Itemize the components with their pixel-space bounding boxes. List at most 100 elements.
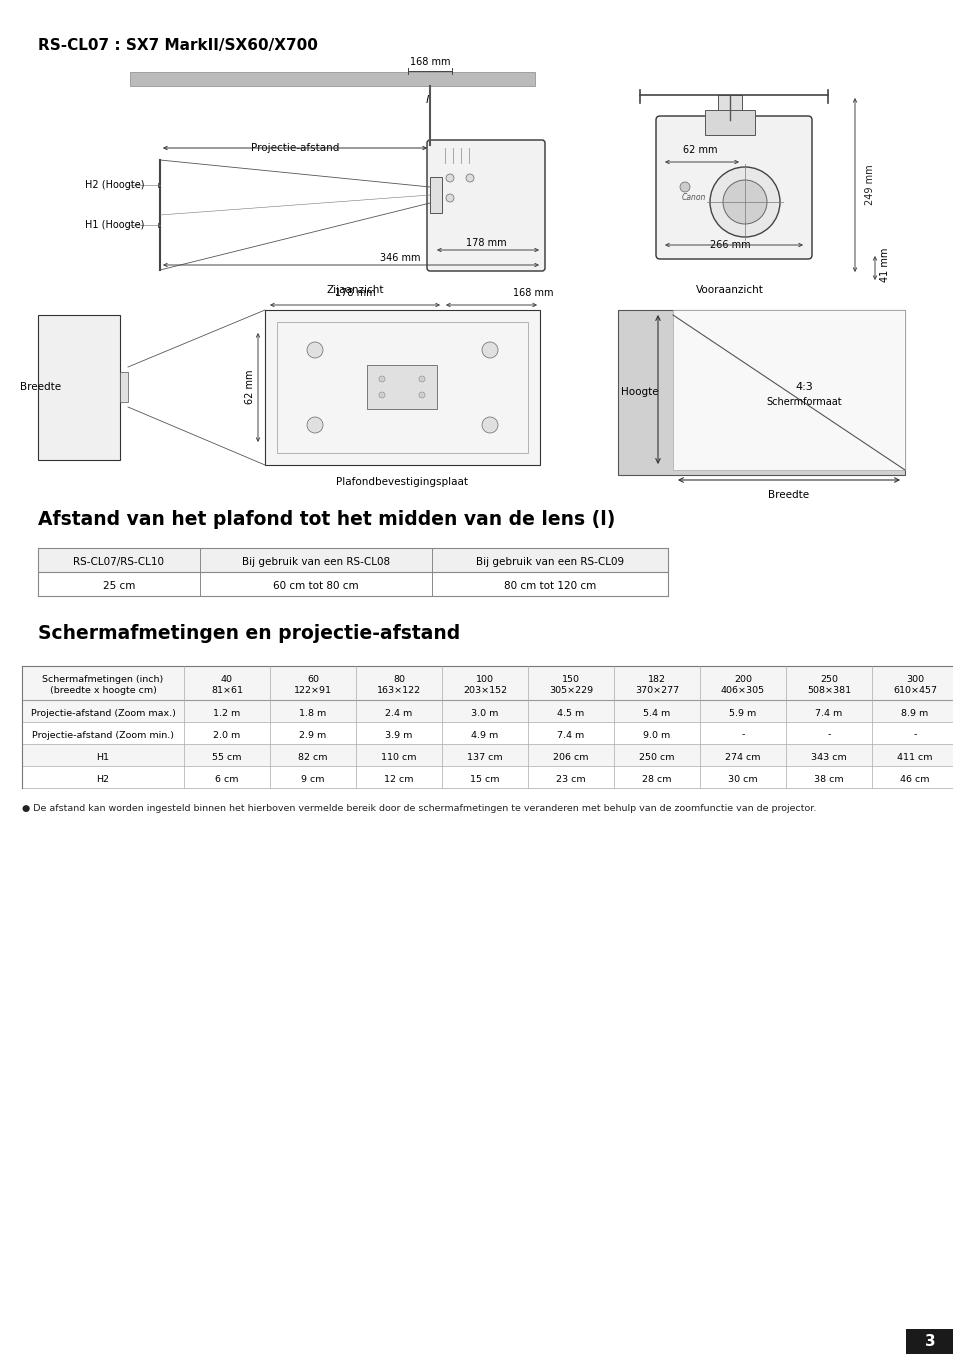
Text: 80: 80: [393, 676, 405, 684]
Text: 40: 40: [221, 676, 233, 684]
Text: 508×381: 508×381: [806, 686, 850, 695]
Text: 60 cm tot 80 cm: 60 cm tot 80 cm: [273, 581, 358, 590]
Text: Schermformaat: Schermformaat: [765, 397, 841, 408]
Bar: [38, 571, 667, 596]
Text: 300: 300: [905, 676, 923, 684]
Text: 178 mm: 178 mm: [465, 238, 506, 248]
Text: 3.9 m: 3.9 m: [385, 731, 413, 739]
Bar: [367, 366, 436, 409]
Text: 41 mm: 41 mm: [879, 248, 889, 282]
Text: 122×91: 122×91: [294, 686, 332, 695]
Bar: [38, 548, 667, 571]
Text: -: -: [912, 731, 916, 739]
Text: 55 cm: 55 cm: [212, 753, 241, 761]
Bar: [22, 743, 953, 766]
Text: 15 cm: 15 cm: [470, 774, 499, 784]
Text: Projectie-afstand: Projectie-afstand: [251, 144, 339, 153]
Bar: [22, 766, 953, 788]
Bar: [704, 110, 754, 135]
Text: 274 cm: 274 cm: [724, 753, 760, 761]
FancyBboxPatch shape: [427, 139, 544, 271]
Text: Schermafmetingen en projectie-afstand: Schermafmetingen en projectie-afstand: [38, 624, 459, 643]
Text: 200: 200: [733, 676, 751, 684]
Text: 8.9 m: 8.9 m: [901, 708, 927, 718]
Text: l: l: [425, 95, 428, 106]
Text: Afstand van het plafond tot het midden van de lens (l): Afstand van het plafond tot het midden v…: [38, 510, 615, 529]
Text: 6 cm: 6 cm: [215, 774, 238, 784]
Text: 1.8 m: 1.8 m: [299, 708, 326, 718]
Text: 62 mm: 62 mm: [682, 145, 717, 154]
Text: 25 cm: 25 cm: [103, 581, 135, 590]
Bar: [22, 722, 953, 743]
Text: 7.4 m: 7.4 m: [815, 708, 841, 718]
Text: 406×305: 406×305: [720, 686, 764, 695]
Bar: [276, 322, 527, 454]
Text: Zijaanzicht: Zijaanzicht: [326, 284, 383, 295]
Text: 5.9 m: 5.9 m: [729, 708, 756, 718]
Circle shape: [481, 417, 497, 433]
Text: Projectie-afstand (Zoom min.): Projectie-afstand (Zoom min.): [32, 731, 173, 739]
Circle shape: [418, 376, 424, 382]
Circle shape: [378, 376, 385, 382]
Text: -: -: [826, 731, 830, 739]
Bar: [672, 310, 904, 470]
Text: 203×152: 203×152: [462, 686, 507, 695]
Text: RS-CL07 : SX7 MarkII/SX60/X700: RS-CL07 : SX7 MarkII/SX60/X700: [38, 38, 317, 53]
Text: 9 cm: 9 cm: [301, 774, 324, 784]
Text: 150: 150: [561, 676, 579, 684]
Text: 4:3: 4:3: [794, 382, 812, 393]
Text: 38 cm: 38 cm: [813, 774, 842, 784]
Circle shape: [481, 343, 497, 357]
Circle shape: [465, 175, 474, 181]
Bar: [38, 315, 120, 460]
Circle shape: [709, 167, 780, 237]
Text: 80 cm tot 120 cm: 80 cm tot 120 cm: [503, 581, 596, 590]
Text: -: -: [740, 731, 744, 739]
Text: 1.2 m: 1.2 m: [213, 708, 240, 718]
Text: 62 mm: 62 mm: [245, 370, 254, 405]
Text: 2.4 m: 2.4 m: [385, 708, 413, 718]
Text: 305×229: 305×229: [548, 686, 593, 695]
Text: 2.0 m: 2.0 m: [213, 731, 240, 739]
Bar: [718, 95, 741, 118]
Text: H1 (Hoogte): H1 (Hoogte): [85, 219, 144, 230]
Bar: [22, 666, 953, 700]
Text: H2: H2: [96, 774, 110, 784]
Text: 250 cm: 250 cm: [639, 753, 674, 761]
Text: 46 cm: 46 cm: [900, 774, 929, 784]
Text: 206 cm: 206 cm: [553, 753, 588, 761]
FancyBboxPatch shape: [656, 116, 811, 259]
Text: 3.0 m: 3.0 m: [471, 708, 498, 718]
Bar: [265, 310, 539, 464]
Text: 2.9 m: 2.9 m: [299, 731, 326, 739]
Text: 23 cm: 23 cm: [556, 774, 585, 784]
Text: 5.4 m: 5.4 m: [642, 708, 670, 718]
Text: H2 (Hoogte): H2 (Hoogte): [85, 180, 144, 190]
Text: 28 cm: 28 cm: [641, 774, 671, 784]
Text: Breedte: Breedte: [20, 382, 61, 393]
Text: 60: 60: [307, 676, 318, 684]
Text: (breedte x hoogte cm): (breedte x hoogte cm): [50, 686, 156, 695]
Text: 4.5 m: 4.5 m: [557, 708, 584, 718]
Circle shape: [446, 194, 454, 202]
Text: 81×61: 81×61: [211, 686, 243, 695]
Text: Breedte: Breedte: [767, 490, 809, 500]
Bar: [130, 72, 535, 87]
Text: Projectie-afstand (Zoom max.): Projectie-afstand (Zoom max.): [30, 708, 175, 718]
Text: 4.9 m: 4.9 m: [471, 731, 498, 739]
Text: 250: 250: [820, 676, 837, 684]
Bar: [618, 310, 904, 475]
Text: 7.4 m: 7.4 m: [557, 731, 584, 739]
Text: Bij gebruik van een RS-CL08: Bij gebruik van een RS-CL08: [242, 556, 390, 567]
Circle shape: [446, 175, 454, 181]
Text: 182: 182: [647, 676, 665, 684]
Text: 411 cm: 411 cm: [897, 753, 932, 761]
Text: 610×457: 610×457: [892, 686, 936, 695]
Text: Hoogte: Hoogte: [620, 387, 659, 397]
Text: RS-CL07/RS-CL10: RS-CL07/RS-CL10: [73, 556, 164, 567]
Text: 266 mm: 266 mm: [709, 240, 749, 250]
Text: Schermafmetingen (inch): Schermafmetingen (inch): [42, 676, 164, 684]
Text: H1: H1: [96, 753, 110, 761]
Text: 346 mm: 346 mm: [379, 253, 420, 263]
Text: 137 cm: 137 cm: [467, 753, 502, 761]
